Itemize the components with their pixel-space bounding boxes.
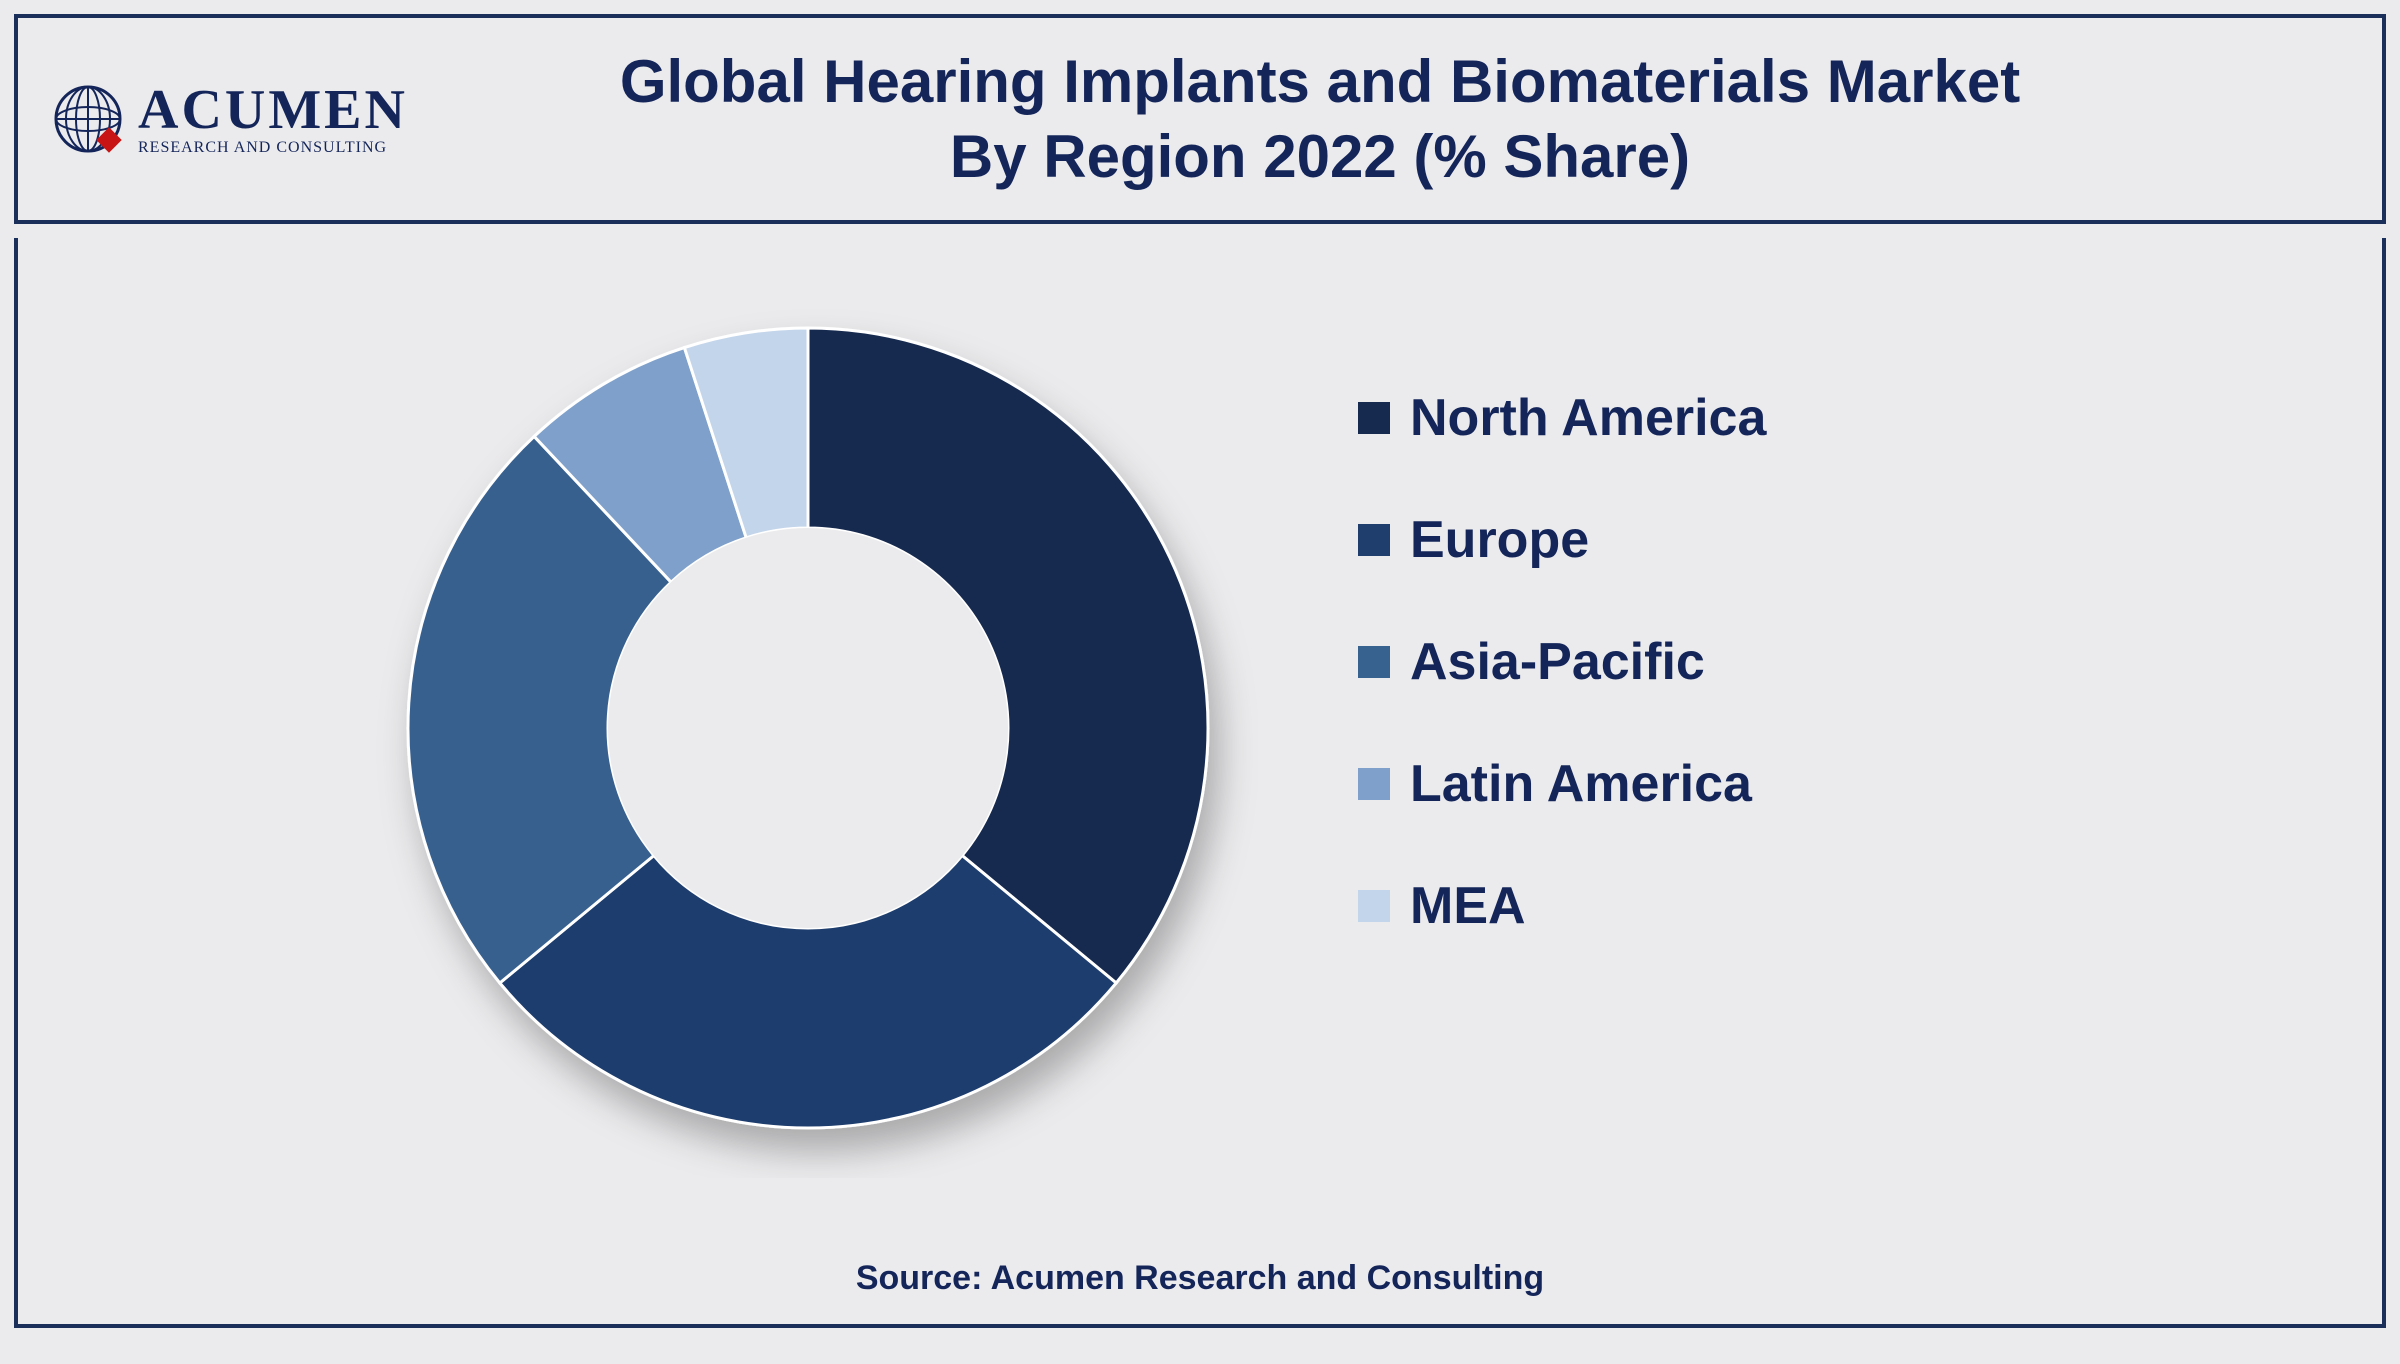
- logo-text: ACUMEN RESEARCH AND CONSULTING: [138, 82, 408, 156]
- legend-label: Latin America: [1410, 754, 1752, 814]
- chart-title: Global Hearing Implants and Biomaterials…: [438, 44, 2382, 194]
- legend-item: Europe: [1358, 510, 1766, 570]
- legend: North America Europe Asia-Pacific Latin Ame…: [1358, 388, 1766, 998]
- title-line-1: Global Hearing Implants and Biomaterials…: [438, 44, 2202, 119]
- logo-sub-text: RESEARCH AND CONSULTING: [138, 140, 408, 156]
- legend-label: Europe: [1410, 510, 1589, 570]
- legend-swatch: [1358, 890, 1390, 922]
- legend-label: MEA: [1410, 876, 1526, 936]
- legend-item: Asia-Pacific: [1358, 632, 1766, 692]
- legend-item: MEA: [1358, 876, 1766, 936]
- header-panel: ACUMEN RESEARCH AND CONSULTING Global He…: [14, 14, 2386, 224]
- legend-item: Latin America: [1358, 754, 1766, 814]
- title-line-2: By Region 2022 (% Share): [438, 119, 2202, 194]
- logo-block: ACUMEN RESEARCH AND CONSULTING: [18, 79, 438, 159]
- legend-swatch: [1358, 646, 1390, 678]
- donut-chart: [358, 278, 1258, 1178]
- donut-hole: [608, 528, 1008, 928]
- globe-icon: [48, 79, 128, 159]
- legend-label: North America: [1410, 388, 1766, 448]
- logo-main-text: ACUMEN: [138, 82, 408, 138]
- legend-label: Asia-Pacific: [1410, 632, 1705, 692]
- legend-swatch: [1358, 524, 1390, 556]
- legend-swatch: [1358, 402, 1390, 434]
- legend-swatch: [1358, 768, 1390, 800]
- chart-body: North America Europe Asia-Pacific Latin Ame…: [14, 238, 2386, 1328]
- logo: ACUMEN RESEARCH AND CONSULTING: [48, 79, 408, 159]
- source-text: Source: Acumen Research and Consulting: [18, 1259, 2382, 1298]
- legend-item: North America: [1358, 388, 1766, 448]
